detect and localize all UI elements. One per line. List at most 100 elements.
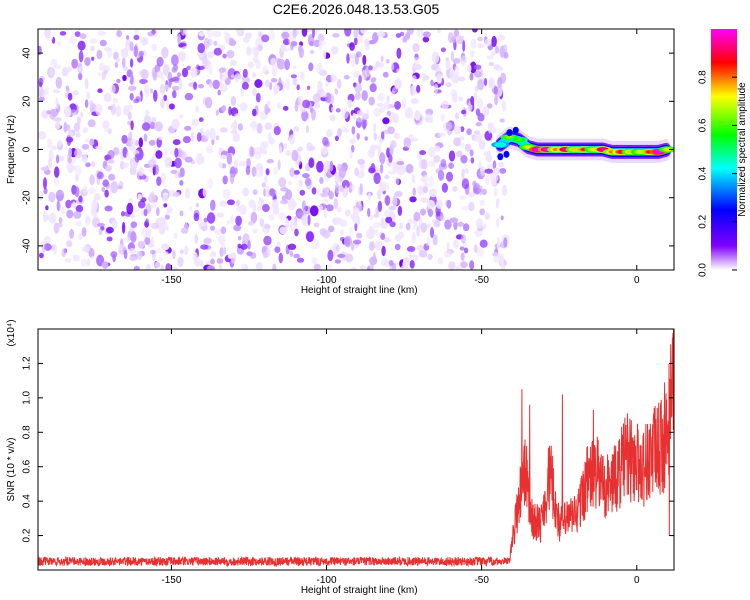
noise-blob [350, 266, 357, 270]
noise-blob [171, 118, 180, 130]
noise-blob [172, 249, 176, 260]
noise-blob [352, 113, 356, 120]
noise-blob [378, 181, 387, 192]
noise-blob [354, 36, 358, 46]
noise-blob [499, 118, 505, 123]
noise-blob [264, 224, 271, 230]
noise-blob [274, 246, 281, 254]
noise-blob [349, 149, 353, 159]
noise-blob [310, 50, 315, 54]
noise-blob [395, 177, 400, 185]
noise-blob [359, 183, 363, 195]
noise-blob [339, 220, 348, 227]
noise-blob [130, 138, 137, 147]
noise-blob [499, 255, 504, 267]
noise-blob [294, 228, 299, 237]
noise-blob [327, 249, 334, 262]
noise-blob [270, 78, 278, 83]
noise-blob [461, 168, 465, 180]
noise-blob [346, 53, 350, 64]
signal-peak [664, 147, 672, 152]
noise-blob [377, 143, 382, 151]
noise-blob [160, 172, 167, 184]
noise-blob [421, 174, 429, 185]
noise-blob [271, 65, 278, 77]
noise-blob [262, 65, 268, 76]
noise-blob [496, 218, 500, 228]
noise-blob [196, 132, 202, 142]
noise-blob [285, 149, 291, 156]
noise-blob [206, 212, 216, 224]
noise-blob [121, 221, 126, 234]
snr-series-line [38, 329, 674, 568]
noise-blob [68, 157, 72, 164]
noise-blob [204, 97, 213, 109]
noise-blob [479, 170, 485, 179]
noise-blob [143, 208, 148, 217]
noise-blob [322, 198, 329, 205]
signal-peak [496, 143, 504, 147]
noise-blob [171, 54, 179, 66]
noise-blob [101, 186, 106, 192]
y-tick-label: 0.8 [22, 425, 33, 439]
noise-blob [78, 50, 84, 63]
noise-blob [452, 58, 461, 64]
noise-blob [122, 162, 130, 169]
noise-blob [197, 65, 205, 70]
noise-blob [206, 265, 216, 270]
noise-blob [342, 179, 350, 189]
noise-blob [233, 224, 242, 232]
noise-blob [159, 83, 166, 95]
noise-blob [236, 199, 240, 208]
noise-blob [107, 149, 115, 160]
noise-blob [390, 90, 396, 96]
noise-blob [39, 252, 44, 259]
noise-blob [500, 215, 504, 221]
noise-blob [390, 62, 395, 71]
noise-blob [419, 250, 428, 258]
noise-blob [74, 148, 83, 159]
noise-blob [308, 157, 315, 168]
noise-blob [416, 185, 425, 195]
noise-blob [198, 84, 204, 89]
noise-blob [283, 143, 287, 149]
noise-blob [354, 222, 358, 232]
noise-blob [490, 51, 497, 56]
noise-blob [356, 201, 360, 209]
noise-blob [177, 33, 181, 45]
noise-blob [75, 204, 84, 213]
noise-blob [154, 121, 163, 132]
noise-blob [416, 226, 420, 237]
y-tick-label: -40 [22, 238, 33, 253]
noise-blob [264, 122, 273, 131]
noise-blob [475, 122, 482, 127]
noise-blob [488, 80, 495, 89]
noise-blob [369, 256, 378, 266]
noise-blob [195, 203, 200, 208]
noise-blob [305, 125, 310, 134]
noise-blob [145, 218, 149, 223]
noise-blob [87, 119, 96, 128]
noise-blob [218, 234, 226, 245]
noise-blob [437, 257, 443, 265]
noise-blob [247, 61, 254, 69]
noise-blob [162, 192, 169, 197]
noise-blob [203, 237, 212, 245]
noise-blob [314, 101, 321, 109]
noise-blob [38, 86, 45, 97]
noise-blob [416, 29, 424, 38]
noise-blob [307, 214, 311, 226]
noise-blob [129, 41, 134, 52]
noise-blob [460, 252, 465, 261]
noise-blob [180, 249, 184, 255]
noise-blob [461, 178, 470, 190]
noise-blob [386, 95, 390, 103]
noise-blob [104, 189, 109, 198]
noise-blob [138, 137, 143, 148]
noise-blob [406, 29, 414, 35]
noise-blob [285, 189, 293, 201]
noise-blob [161, 76, 165, 83]
noise-blob [469, 61, 477, 74]
noise-blob [331, 106, 335, 112]
noise-blob [255, 92, 261, 103]
